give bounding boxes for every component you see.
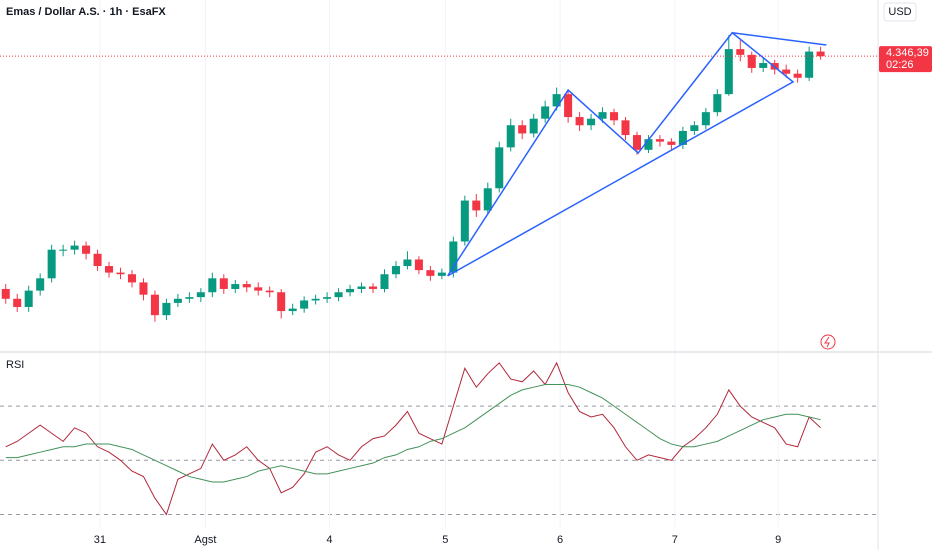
candle-body <box>403 259 412 267</box>
candle-body <box>36 278 45 291</box>
candle-body <box>219 278 228 289</box>
candle-body <box>150 294 159 316</box>
candle-body <box>242 284 251 288</box>
candle-body <box>323 297 332 299</box>
candle-body <box>162 302 171 316</box>
candle-body <box>346 288 355 293</box>
candle-body <box>564 94 573 118</box>
candle-body <box>483 188 492 211</box>
candle-body <box>621 120 630 136</box>
candle-body <box>116 272 125 275</box>
x-tick-label: 5 <box>442 534 448 546</box>
candle-body <box>334 292 343 298</box>
x-tick-label: 6 <box>557 534 563 546</box>
candle-body <box>747 54 756 68</box>
candle-body <box>541 106 550 119</box>
candle-body <box>805 51 814 78</box>
candle-body <box>690 125 699 131</box>
candle-body <box>437 272 446 276</box>
candle-body <box>518 125 527 134</box>
trend-drawing <box>732 32 827 46</box>
candle-body <box>357 286 366 289</box>
x-tick-label: 31 <box>94 534 106 546</box>
candle-body <box>472 200 481 211</box>
candle-body <box>13 298 22 307</box>
currency-box[interactable] <box>883 2 917 22</box>
indicator-title: RSI <box>6 359 24 371</box>
candle-body <box>277 292 286 312</box>
candle-body <box>678 130 687 145</box>
candle-body <box>311 298 320 301</box>
candle-body <box>173 298 182 303</box>
last-price-tag <box>879 46 932 73</box>
candle-body <box>575 117 584 126</box>
candle-body <box>139 282 148 295</box>
candle-body <box>1 288 10 299</box>
currency[interactable]: USD <box>888 6 911 18</box>
rsi-line <box>5 383 821 483</box>
candle-body <box>816 51 825 57</box>
candle-body <box>587 118 596 126</box>
candle-body <box>598 112 607 119</box>
candle-body <box>667 141 676 145</box>
countdown: 02:26 <box>886 59 914 71</box>
candle-body <box>495 147 504 189</box>
last-price-label: 4.346,39 <box>886 47 929 59</box>
candle-body <box>701 112 710 126</box>
candle-body <box>506 125 515 148</box>
candle-body <box>782 69 791 74</box>
candle-body <box>24 290 33 307</box>
candle-body <box>380 274 389 289</box>
candle-body <box>414 259 423 271</box>
candle-body <box>529 118 538 134</box>
rsi-line <box>5 361 821 516</box>
candle-body <box>426 270 435 276</box>
candle-body <box>368 286 378 289</box>
candle-body <box>208 278 217 293</box>
trend-drawing <box>446 31 795 277</box>
candle-body <box>196 292 205 298</box>
x-tick-label: Agst <box>194 534 216 546</box>
candle-body <box>265 290 274 293</box>
alert-icon[interactable] <box>820 334 836 350</box>
candle-body <box>460 200 469 242</box>
candle-body <box>724 49 733 95</box>
candle-body <box>713 94 722 113</box>
candle-body <box>736 49 745 55</box>
candle-body <box>82 245 91 254</box>
alert-icon-bolt <box>824 336 830 348</box>
candle-body <box>105 266 114 273</box>
x-tick-label: 9 <box>775 534 781 546</box>
candle-body <box>254 287 263 291</box>
candle-body <box>793 73 802 78</box>
candle-body <box>47 249 56 279</box>
marks <box>0 31 878 516</box>
candle-body <box>610 112 619 121</box>
candle-body <box>759 63 768 68</box>
candle-body <box>300 300 309 309</box>
x-tick-label: 4 <box>326 534 332 546</box>
candle-body <box>185 297 194 299</box>
candle-body <box>231 284 240 289</box>
candle-body <box>391 266 400 275</box>
candle-body <box>449 241 458 273</box>
candle-body <box>655 139 664 142</box>
candle-body <box>644 139 653 150</box>
candle-body <box>288 308 297 312</box>
candle-body <box>632 135 641 150</box>
chart-title: Emas / Dollar A.S. · 1h · EsaFX <box>6 6 166 18</box>
candle-body <box>552 94 561 107</box>
candle-body <box>70 245 79 250</box>
x-tick-label: 7 <box>672 534 678 546</box>
candle-body <box>93 253 102 267</box>
candle-body <box>59 249 68 251</box>
candle-body <box>127 274 137 283</box>
